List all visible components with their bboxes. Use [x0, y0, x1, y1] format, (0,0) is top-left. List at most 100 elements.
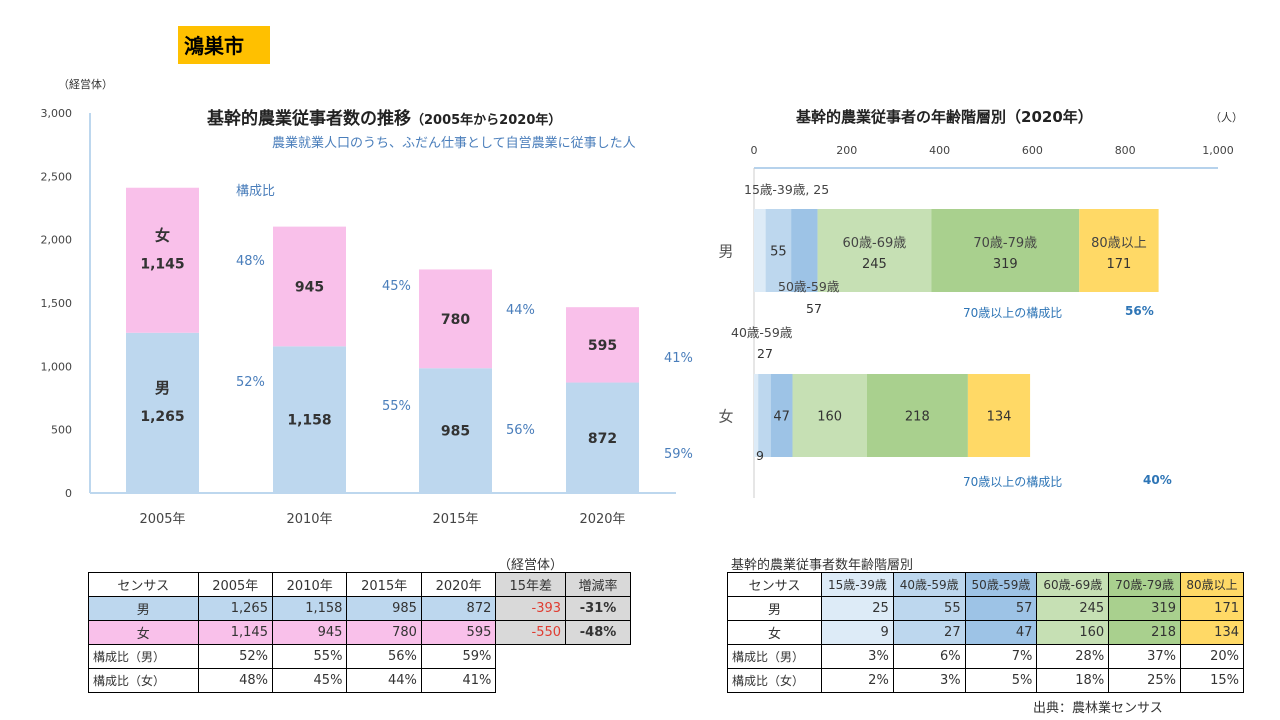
data-label: 245: [862, 257, 887, 272]
callout-15-39-male: 15歳-39歳, 25: [744, 182, 829, 197]
bar-segment: [758, 374, 771, 457]
data-label: 160: [817, 410, 842, 425]
header-cell: 70歳-79歳: [1108, 572, 1181, 597]
share-female: 48%: [236, 254, 265, 269]
table-cell: 59%: [420, 644, 497, 669]
table-cell: 45%: [271, 668, 348, 693]
bar-segment: [765, 209, 792, 292]
table-cell: 18%: [1036, 668, 1110, 693]
chart1-subtitle: 農業就業人口のうち、ふだん仕事として自営農業に従事した人: [272, 136, 636, 151]
x-tick-label: 1,000: [1202, 144, 1234, 157]
x-tick-label: 2005年: [139, 512, 185, 527]
bar-female: [273, 226, 346, 347]
y-tick-label: 1,500: [41, 297, 73, 310]
data-label-female: 780: [441, 312, 470, 328]
header-cell: 2005年: [197, 572, 273, 597]
y-tick-label: 2,000: [41, 234, 73, 247]
data-label: 319: [993, 257, 1018, 272]
x-tick-label: 2020年: [579, 512, 625, 527]
table-cell: 171: [1179, 596, 1245, 621]
share-label-male: 70歳以上の構成比: [963, 306, 1063, 320]
series-name-female: 女: [155, 226, 170, 244]
header-row: センサス 2005年 2010年 2015年 2020年 15年差 増減率: [88, 572, 631, 597]
bar-segment: [931, 209, 1080, 292]
segment-name: 60歳-69歳: [843, 236, 907, 251]
header-cell: 50歳-59歳: [964, 572, 1038, 597]
data-label: 171: [1107, 257, 1132, 272]
share-male: 56%: [506, 423, 535, 438]
share-female: 45%: [382, 279, 411, 294]
bar-segment: [754, 209, 766, 292]
table-cell: 1,145: [197, 620, 273, 645]
data-label: 47: [773, 410, 790, 425]
chart1-title: 基幹的農業従事者数の推移（2005年から2020年）: [207, 109, 562, 129]
table-cell: 3%: [821, 644, 894, 669]
table-cell: 160: [1036, 620, 1110, 645]
bar-female: [566, 307, 639, 383]
table-cell: 5%: [964, 668, 1038, 693]
share-value-male: 56%: [1125, 304, 1154, 318]
table-cell: 319: [1108, 596, 1181, 621]
table-cell: 37%: [1108, 644, 1181, 669]
header-cell: 2015年: [346, 572, 422, 597]
table-cell: 男: [727, 596, 822, 621]
bar-female: [419, 269, 492, 369]
population-trend-chart: 0 500 1,000 1,500 2,000 2,500 3,000 男 女 1,265 1,14…: [41, 107, 693, 527]
table-row: 男 1,265 1,158 985 872 -393 -31%: [88, 596, 631, 621]
x-tick-label: 2015年: [432, 512, 478, 527]
x-tick-label: 0: [751, 144, 758, 157]
table-cell: 57: [964, 596, 1038, 621]
table-cell: 男: [88, 596, 199, 621]
table-cell: 1,265: [197, 596, 273, 621]
table-cell: 41%: [420, 668, 497, 693]
data-label: 218: [905, 410, 930, 425]
table-cell: 44%: [346, 668, 422, 693]
x-tick-label: 400: [929, 144, 950, 157]
callout-15-39-female: 9: [756, 448, 764, 463]
table-row: 構成比（男） 3% 6% 7% 28% 37% 20%: [727, 644, 1245, 669]
table-row: 男 25 55 57 245 319 171: [727, 596, 1245, 621]
table-cell: 780: [346, 620, 422, 645]
city-label: 鴻巣市: [178, 26, 270, 64]
table-cell: 218: [1108, 620, 1181, 645]
category-label: 女: [718, 408, 733, 426]
share-male: 59%: [664, 447, 693, 462]
table-row: 構成比（女） 48% 45% 44% 41%: [88, 668, 631, 693]
bar-male: [273, 346, 346, 493]
data-label-male: 985: [441, 424, 470, 440]
callout-40-59-value: 27: [757, 346, 773, 361]
table-cell: 1,158: [271, 596, 348, 621]
x-tick-label: 600: [1022, 144, 1043, 157]
chart2-unit: （人）: [1210, 111, 1243, 124]
y-tick-label: 1,000: [41, 360, 73, 373]
table-cell: 47: [964, 620, 1038, 645]
header-cell: センサス: [88, 572, 199, 597]
charts: 05001,0001,5002,0002,5003,000男女1,2651,14…: [41, 107, 1234, 527]
table-cell: 28%: [1036, 644, 1110, 669]
y-tick-label: 0: [65, 487, 72, 500]
series-name-male: 男: [155, 379, 170, 397]
table-cell: 構成比（女）: [88, 668, 199, 693]
header-cell: 40歳-59歳: [892, 572, 966, 597]
y-tick-label: 2,500: [41, 170, 73, 183]
table-cell: 9: [821, 620, 894, 645]
table-cell: 構成比（男）: [88, 644, 199, 669]
table-cell: -393: [495, 596, 567, 621]
y-tick-label: 500: [51, 424, 72, 437]
bar-segment: [754, 374, 759, 457]
callout-50-59-name: 50歳-59歳: [778, 279, 840, 294]
table2-title: 基幹的農業従事者数年齢階層別: [731, 558, 914, 573]
table-cell: 52%: [197, 644, 273, 669]
table1-unit: （経営体）: [498, 558, 564, 573]
table-row: 女 9 27 47 160 218 134: [727, 620, 1245, 645]
table-cell: 134: [1179, 620, 1245, 645]
x-tick-label: 2010年: [286, 512, 332, 527]
share-male: 52%: [236, 375, 265, 390]
table-cell: 56%: [346, 644, 422, 669]
header-cell: 15年差: [495, 572, 567, 597]
data-label-female: 945: [295, 279, 324, 295]
bar-segment: [1079, 209, 1159, 292]
bar-female: [126, 187, 199, 333]
share-male: 55%: [382, 399, 411, 414]
header-cell: 60歳-69歳: [1036, 572, 1110, 597]
